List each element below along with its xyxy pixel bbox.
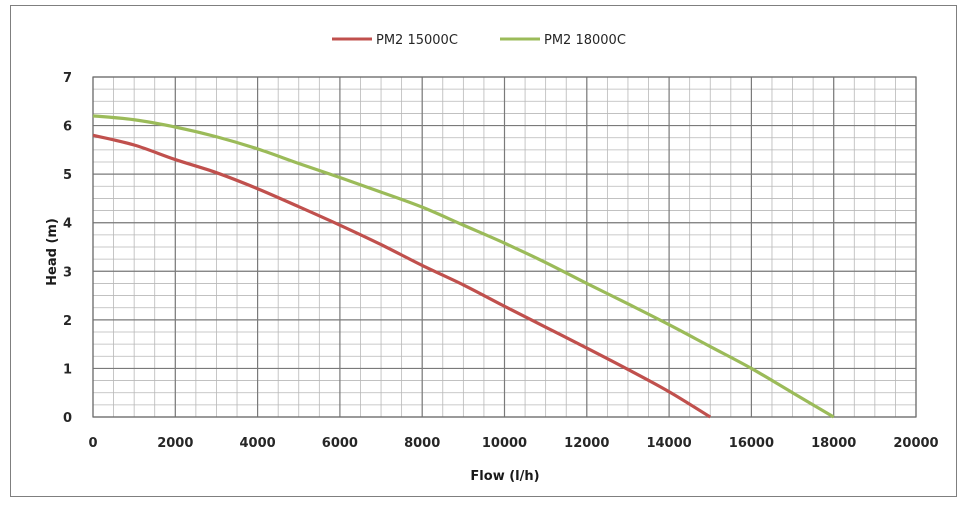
y-tick-label: 3 [63, 265, 72, 280]
legend-label-pm2-15000c: PM2 15000C [376, 33, 458, 48]
y-tick-labels: 0 1 2 3 4 5 6 7 [63, 71, 72, 426]
x-tick-label: 8000 [404, 436, 440, 451]
x-tick-labels: 0 2000 4000 6000 8000 10000 12000 14000 16000 180… [88, 436, 938, 451]
y-tick-label: 0 [63, 411, 72, 426]
series-line-pm2-18000c [92, 114, 835, 419]
x-tick-label: 4000 [240, 436, 276, 451]
legend-label-pm2-18000c: PM2 18000C [544, 33, 626, 48]
y-tick-label: 4 [63, 217, 72, 232]
y-axis-title: Head (m) [45, 218, 60, 286]
y-tick-label: 2 [63, 314, 72, 329]
series-layer [92, 114, 835, 419]
x-tick-label: 10000 [482, 436, 527, 451]
x-tick-label: 6000 [322, 436, 358, 451]
x-tick-label: 14000 [646, 436, 691, 451]
x-tick-label: 18000 [811, 436, 856, 451]
y-tick-label: 1 [63, 362, 72, 377]
series-line-pm2-15000c [92, 133, 712, 419]
y-tick-label: 7 [63, 71, 72, 86]
x-tick-label: 2000 [157, 436, 193, 451]
x-tick-label: 20000 [893, 436, 938, 451]
y-tick-label: 6 [63, 120, 72, 135]
plot-border-rect [92, 76, 917, 418]
legend: PM2 15000C PM2 18000C [332, 33, 626, 48]
plot-area-border [92, 76, 917, 418]
chart-frame [10, 5, 957, 497]
x-tick-label: 16000 [729, 436, 774, 451]
x-tick-label: 0 [88, 436, 97, 451]
x-tick-label: 12000 [564, 436, 609, 451]
x-axis-title: Flow (l/h) [470, 469, 539, 484]
y-tick-label: 5 [63, 168, 72, 183]
